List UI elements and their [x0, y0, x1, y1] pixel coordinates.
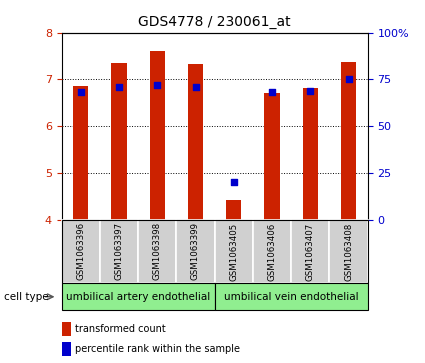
- Bar: [111, 63, 127, 220]
- Text: GSM1063396: GSM1063396: [76, 222, 85, 281]
- Text: GSM1063406: GSM1063406: [267, 222, 277, 281]
- Bar: [303, 88, 318, 220]
- Point: [230, 179, 237, 185]
- Bar: [62, 322, 71, 335]
- Text: percentile rank within the sample: percentile rank within the sample: [75, 344, 241, 354]
- Text: umbilical vein endothelial: umbilical vein endothelial: [224, 292, 358, 302]
- Text: transformed count: transformed count: [75, 324, 166, 334]
- Bar: [150, 52, 165, 220]
- Point: [345, 77, 352, 82]
- Bar: [73, 86, 88, 220]
- Text: GSM1063405: GSM1063405: [229, 222, 238, 281]
- Text: GSM1063407: GSM1063407: [306, 222, 315, 281]
- Bar: [62, 342, 71, 356]
- Text: GSM1063408: GSM1063408: [344, 222, 353, 281]
- Bar: [188, 65, 203, 220]
- Point: [269, 90, 275, 95]
- Text: GSM1063398: GSM1063398: [153, 222, 162, 281]
- Bar: [62, 220, 100, 283]
- Bar: [215, 283, 368, 310]
- Bar: [176, 220, 215, 283]
- Point: [192, 84, 199, 90]
- Bar: [329, 220, 368, 283]
- Title: GDS4778 / 230061_at: GDS4778 / 230061_at: [138, 15, 291, 29]
- Text: GSM1063397: GSM1063397: [114, 222, 124, 281]
- Bar: [253, 220, 291, 283]
- Bar: [62, 283, 215, 310]
- Text: umbilical artery endothelial: umbilical artery endothelial: [66, 292, 210, 302]
- Bar: [138, 220, 176, 283]
- Point: [307, 88, 314, 94]
- Bar: [341, 62, 356, 220]
- Bar: [291, 220, 329, 283]
- Text: GSM1063399: GSM1063399: [191, 223, 200, 280]
- Bar: [100, 220, 138, 283]
- Bar: [264, 93, 280, 220]
- Bar: [215, 220, 253, 283]
- Point: [77, 90, 84, 95]
- Bar: [226, 200, 241, 220]
- Point: [116, 84, 122, 90]
- Text: cell type: cell type: [4, 292, 49, 302]
- Point: [154, 82, 161, 88]
